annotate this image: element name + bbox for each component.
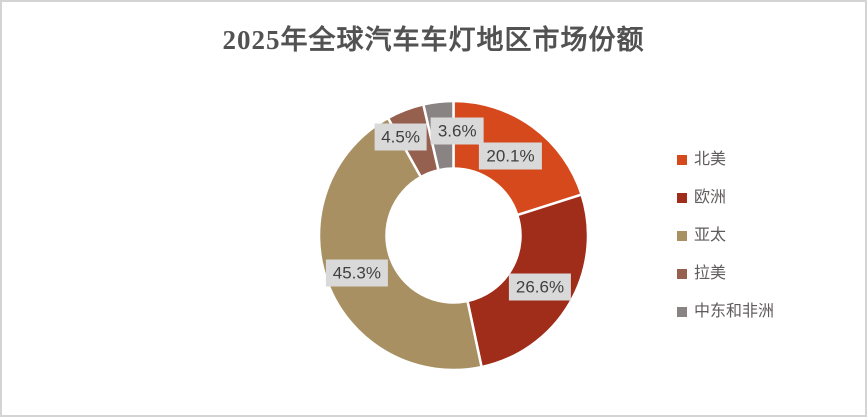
- legend-swatch-icon: [677, 307, 687, 317]
- legend: 北美欧洲亚太拉美中东和非洲: [677, 152, 774, 320]
- legend-label: 欧洲: [694, 189, 727, 206]
- legend-label: 拉美: [694, 265, 727, 282]
- legend-swatch-icon: [677, 231, 687, 241]
- legend-item: 欧洲: [677, 190, 774, 206]
- legend-swatch-icon: [677, 193, 687, 203]
- legend-item: 亚太: [677, 228, 774, 244]
- legend-item: 拉美: [677, 266, 774, 282]
- donut-slice-3: [317, 116, 484, 372]
- legend-item: 北美: [677, 152, 774, 168]
- legend-label: 北美: [694, 151, 727, 168]
- donut-slice-1: [452, 99, 584, 217]
- donut-slice-2: [466, 193, 590, 369]
- legend-swatch-icon: [677, 155, 687, 165]
- donut-slices: [317, 99, 590, 372]
- chart-title: 2025年全球汽车车灯地区市场份额: [222, 25, 645, 55]
- legend-item: 中东和非洲: [677, 304, 774, 320]
- legend-swatch-icon: [677, 269, 687, 279]
- legend-label: 亚太: [694, 227, 727, 244]
- legend-label: 中东和非洲: [694, 303, 775, 320]
